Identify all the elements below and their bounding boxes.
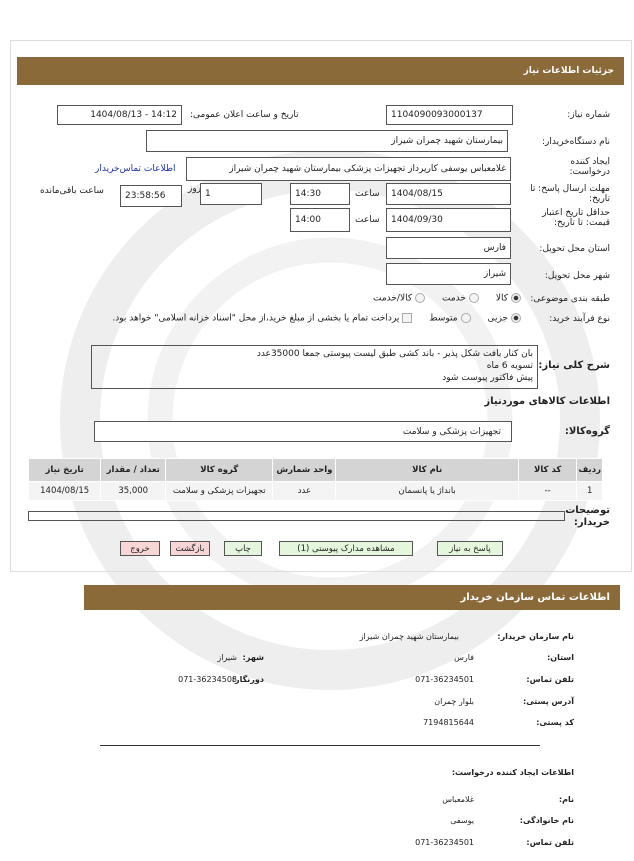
process-minor-label: جزیی	[487, 313, 508, 324]
creator-info-title: اطلاعات ایجاد کننده درخواست:	[451, 768, 574, 777]
process-label: نوع فرآیند خرید:	[549, 314, 610, 324]
category-goods-radio[interactable]	[511, 293, 521, 303]
phone-label: تلفن تماس:	[526, 675, 574, 684]
category-radios: کالا خدمت کالا/خدمت	[373, 293, 524, 304]
cell-code: --	[517, 481, 578, 501]
buyer-field: بیمارستان شهید چمران شیراز	[146, 130, 508, 152]
contact-header: اطلاعات تماس سازمان خریدار	[84, 585, 620, 610]
col-row: ردیف	[576, 458, 603, 482]
notes-label: توضیحات خریدار:	[565, 505, 610, 528]
name-label: نام:	[558, 795, 574, 804]
cell-name: بانداژ یا پانسمان	[335, 481, 519, 501]
process-medium-label: متوسط	[429, 313, 458, 324]
org-value: بیمارستان شهید چمران شیراز	[359, 632, 459, 641]
col-code: کد کالا	[517, 458, 578, 482]
col-name: نام کالا	[335, 458, 519, 482]
buyer-label: نام دستگاه‌خریدار:	[541, 137, 610, 147]
province-label: استان محل تحویل:	[539, 244, 610, 254]
city-field: شیراز	[386, 263, 511, 285]
col-date: تاریخ نیاز	[27, 458, 102, 482]
remaining-field: 23:58:56	[120, 185, 182, 207]
fax-label: دورنگار:	[231, 675, 264, 684]
address-value: بلوار چمران	[434, 697, 474, 706]
creator-phone-label: تلفن تماس:	[526, 838, 574, 847]
group-field: تجهیزات پزشکی و سلامت	[94, 421, 512, 442]
name-value: غلامعباس	[442, 795, 474, 804]
announce-label: تاریخ و ساعت اعلان عمومی:	[190, 110, 299, 120]
province-field: فارس	[386, 237, 511, 259]
category-both-radio[interactable]	[415, 293, 426, 303]
need-number-field: 1104090093000137	[386, 105, 513, 125]
need-number-label: شماره نیاز:	[567, 110, 610, 120]
deadline-time-field: 14:30	[290, 183, 350, 205]
contact-info-link[interactable]: اطلاعات تماس‌خریدار	[95, 164, 176, 174]
postal-label: کد پستی:	[536, 718, 574, 727]
validity-time-label: ساعت	[355, 215, 380, 225]
cell-date: 1404/08/15	[27, 481, 102, 501]
goods-table: ردیف کد کالا نام کالا واحد شمارش گروه کا…	[27, 458, 603, 501]
notes-field	[28, 511, 565, 521]
city-value: شیراز	[217, 653, 237, 662]
phone-value: 071-36234501	[415, 675, 474, 684]
treasury-checkbox[interactable]	[402, 313, 413, 323]
postal-value: 7194815644	[423, 718, 474, 727]
process-medium-radio[interactable]	[460, 313, 471, 323]
table-header-row: ردیف کد کالا نام کالا واحد شمارش گروه کا…	[27, 458, 603, 482]
treasury-note: پرداخت تمام یا بخشی از مبلغ خرید،از محل …	[112, 313, 400, 324]
form-frame	[10, 40, 632, 572]
page-header: جزئیات اطلاعات نیاز	[17, 57, 624, 85]
col-group: گروه کالا	[165, 458, 274, 482]
print-button[interactable]: چاپ	[224, 541, 262, 556]
province-label: استان:	[547, 653, 574, 662]
description-line: تسویه 6 ماه	[486, 361, 533, 371]
category-service-label: خدمت	[442, 293, 466, 304]
exit-button[interactable]: خروج	[120, 541, 160, 556]
days-label: روز	[188, 184, 202, 194]
province-value: فارس	[454, 653, 474, 662]
back-button[interactable]: بازگشت	[170, 541, 210, 556]
cell-row: 1	[576, 481, 603, 501]
process-radios: جزیی متوسط پرداخت تمام یا بخشی از مبلغ خ…	[112, 313, 524, 324]
process-minor-radio[interactable]	[511, 313, 521, 323]
creator-label: ایجاد کننده درخواست:	[569, 157, 610, 177]
category-service-radio[interactable]	[468, 293, 479, 303]
col-unit: واحد شمارش	[272, 458, 337, 482]
remaining-label: ساعت باقی‌مانده	[40, 186, 104, 196]
attachments-button[interactable]: مشاهده مدارک پیوستی (1)	[279, 541, 413, 556]
category-both-label: کالا/خدمت	[372, 293, 413, 304]
cell-unit: عدد	[272, 481, 337, 501]
address-label: آدرس پستی:	[523, 697, 574, 706]
cell-group: تجهیزات پزشکی و سلامت	[165, 481, 274, 501]
org-label: نام سازمان خریدار:	[497, 632, 574, 641]
group-label: گروه‌کالا:	[564, 426, 610, 437]
validity-date-field: 1404/09/30	[386, 208, 511, 232]
city-label: شهر محل تحویل:	[544, 271, 610, 281]
description-line: بان کنار بافت شکل پذیر - باند کشی طبق لی…	[256, 349, 533, 359]
deadline-label: مهلت ارسال پاسخ: تا تاریخ:	[530, 184, 610, 204]
divider	[100, 745, 540, 746]
goods-section-title: اطلاعات کالاهای موردنیاز	[484, 396, 610, 407]
days-field: 1	[200, 183, 262, 205]
category-goods-label: کالا	[495, 293, 508, 304]
description-label: شرح کلی نیاز:	[538, 360, 610, 371]
fax-value: 071-36234508	[178, 675, 237, 684]
validity-label: حداقل تاریخ اعتبار قیمت: تا تاریخ:	[542, 208, 610, 228]
announce-field: 1404/08/13 - 14:12	[57, 105, 182, 125]
city-label: شهر:	[242, 653, 264, 662]
family-value: یوسفی	[450, 816, 474, 825]
validity-time-field: 14:00	[290, 208, 350, 232]
category-label: طبقه بندی موضوعی:	[530, 294, 610, 304]
deadline-date-field: 1404/08/15	[386, 183, 511, 205]
cell-qty: 35,000	[100, 481, 167, 501]
description-line: پیش فاکتور پیوست شود	[442, 373, 533, 383]
table-row: 1 -- بانداژ یا پانسمان عدد تجهیزات پزشکی…	[27, 481, 603, 501]
description-field: بان کنار بافت شکل پذیر - باند کشی طبق لی…	[91, 345, 538, 389]
col-qty: تعداد / مقدار	[100, 458, 167, 482]
creator-phone-value: 071-36234501	[415, 838, 474, 847]
family-label: نام خانوادگی:	[519, 816, 574, 825]
deadline-time-label: ساعت	[355, 189, 380, 199]
reply-button[interactable]: پاسخ به نیاز	[437, 541, 503, 556]
creator-field: غلامعباس یوسفی کارپرداز تجهیزات پزشکی بی…	[186, 157, 511, 181]
